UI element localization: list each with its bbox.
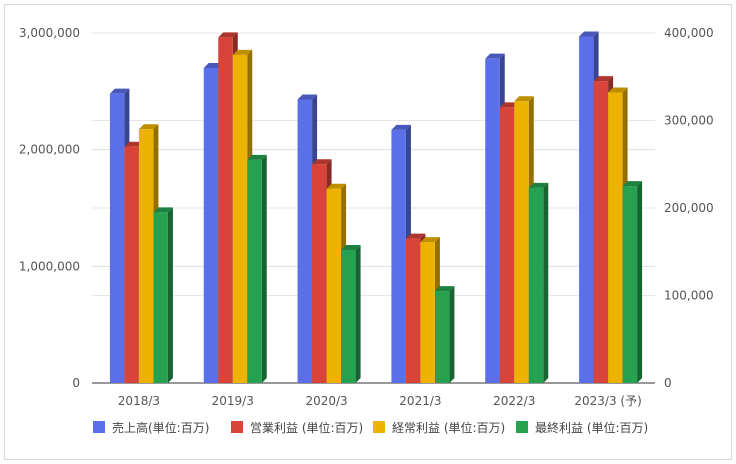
bar-front: [109, 93, 125, 384]
bar-top: [593, 76, 614, 82]
legend-entry: 営業利益 (単位:百万): [231, 420, 363, 435]
bar-front: [391, 129, 406, 383]
bar-front: [341, 250, 356, 383]
legend-label: 最終利益 (単位:百万): [535, 420, 648, 435]
left-axis-ticks: 0 1,000,000 2,000,000 3,000,000: [19, 26, 80, 390]
bar: [247, 154, 267, 383]
bar: [341, 245, 361, 383]
bar-front: [485, 58, 500, 384]
bar-side: [637, 181, 643, 383]
bar-top: [297, 94, 318, 100]
bar-top: [341, 245, 361, 250]
bar-top: [420, 237, 440, 243]
x-tick-label: 2019/3: [212, 394, 254, 408]
bar-top: [326, 183, 347, 189]
left-tick-label: 2,000,000: [19, 143, 80, 157]
bar-front: [326, 188, 342, 383]
x-tick-label: 2022/3: [493, 394, 535, 408]
left-tick-label: 1,000,000: [19, 259, 80, 273]
bar-front: [593, 81, 609, 383]
bar-front: [528, 187, 544, 383]
right-tick-label: 300,000: [664, 114, 714, 128]
bar-front: [434, 291, 450, 383]
left-tick-label: 0: [72, 376, 80, 390]
bar: [434, 286, 455, 383]
bar: [622, 181, 643, 383]
bar-front: [420, 242, 435, 383]
bar-top: [247, 154, 267, 160]
bar-top: [232, 49, 253, 55]
x-tick-label: 2018/3: [118, 394, 160, 408]
bar-side: [449, 286, 455, 383]
bar-top: [485, 53, 505, 59]
legend-label: 売上高(単位:百万): [112, 420, 209, 435]
bar-front: [247, 159, 262, 383]
bar-front: [579, 36, 594, 383]
legend-entry: 売上高(単位:百万): [93, 420, 209, 435]
bar-top: [218, 32, 238, 38]
bar-front: [608, 92, 623, 383]
bar-front: [514, 101, 529, 383]
legend-entry: 経常利益 (単位:百万): [373, 420, 505, 435]
bar-top: [608, 87, 628, 93]
bars: [109, 31, 643, 384]
bar-top: [391, 124, 411, 130]
bar-side: [355, 245, 361, 383]
bar-top: [138, 124, 159, 130]
x-tick-label: 2021/3: [399, 394, 441, 408]
gridlines: [92, 32, 655, 384]
x-axis-labels: 2018/3 2019/3 2020/3 2021/3 2022/3 2023/3 (予): [118, 394, 642, 408]
x-tick-label: 2023/3 (予): [574, 394, 641, 408]
left-tick-label: 3,000,000: [19, 26, 80, 40]
bar-front: [138, 129, 154, 383]
bar-top: [622, 181, 643, 187]
bar-top: [109, 88, 130, 94]
legend-label: 経常利益 (単位:百万): [392, 420, 505, 435]
legend-swatch: [231, 421, 243, 433]
bar-front: [153, 212, 168, 383]
legend-entry: 最終利益 (単位:百万): [516, 420, 648, 435]
bar-top: [153, 207, 173, 213]
bar-side: [543, 182, 549, 383]
bar-front: [312, 164, 327, 383]
bar: [528, 182, 549, 383]
right-tick-label: 100,000: [664, 289, 714, 303]
bar-top: [514, 96, 534, 102]
bar-front: [203, 68, 219, 383]
legend-swatch: [373, 421, 385, 433]
right-tick-label: 0: [664, 376, 672, 390]
legend: 売上高(単位:百万) 営業利益 (単位:百万) 経常利益 (単位:百万) 最終利益 (…: [93, 420, 648, 435]
bar-top: [312, 159, 332, 165]
bar-front: [232, 54, 248, 383]
bar: [153, 207, 173, 383]
legend-swatch: [516, 421, 528, 433]
bar-side: [261, 154, 267, 383]
bar-front: [622, 186, 638, 383]
bar-front: [124, 146, 139, 383]
x-tick-label: 2020/3: [305, 394, 347, 408]
bar-side: [167, 207, 173, 383]
bar-top: [528, 182, 549, 188]
right-tick-label: 200,000: [664, 201, 714, 215]
bar-top: [405, 233, 426, 239]
right-axis-ticks: 0 100,000 200,000 300,000 400,000: [664, 26, 714, 390]
bar-front: [218, 37, 233, 383]
right-tick-label: 400,000: [664, 26, 714, 40]
bar-front: [499, 107, 515, 383]
bar-top: [579, 31, 599, 37]
legend-swatch: [93, 421, 105, 433]
bar-front: [405, 238, 421, 383]
bar-top: [434, 286, 455, 292]
bar-front: [297, 99, 313, 383]
legend-label: 営業利益 (単位:百万): [250, 420, 363, 435]
